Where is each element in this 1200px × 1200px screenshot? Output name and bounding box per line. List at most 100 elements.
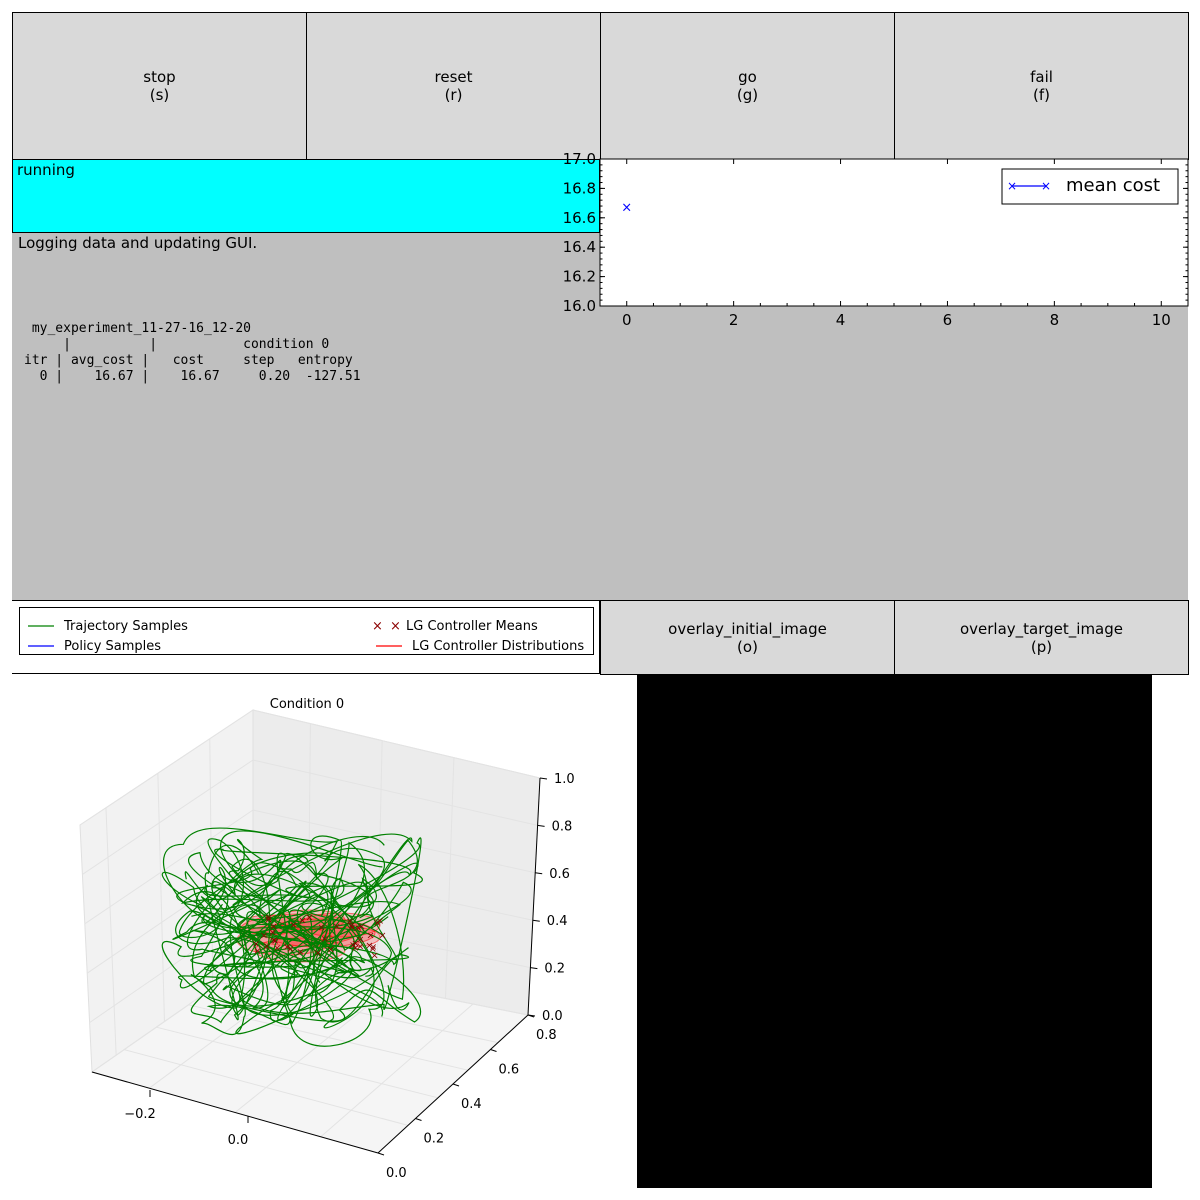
- controller-mean: ×: [263, 942, 271, 953]
- trajectory-sample: [190, 833, 413, 1035]
- trajectory-sample: [192, 852, 410, 1023]
- plot-legend: Trajectory Samples Policy Samples × × LG …: [19, 607, 594, 655]
- legend-trajectory: Trajectory Samples: [28, 618, 188, 634]
- x-tick-label: 0.0: [228, 1133, 249, 1148]
- x-tick-label: 6: [943, 311, 953, 329]
- grid-line: [89, 909, 254, 1024]
- z-tick: [530, 967, 538, 970]
- controller-mean: ×: [351, 943, 359, 954]
- grid-line: [252, 709, 541, 779]
- controller-mean: ×: [370, 950, 378, 961]
- controller-mean: ×: [369, 944, 377, 955]
- trajectory-3d-plot: Condition 0 −0.2 0.0 0.0 0.2 0.4 0.6 0.8 0.0 0.2…: [79, 697, 575, 1181]
- controller-mean: ×: [346, 916, 354, 927]
- grid-line: [252, 859, 533, 921]
- legend-policy: Policy Samples: [28, 638, 162, 654]
- log-table: my_experiment_11-27-16_12-20 | | conditi…: [24, 321, 361, 384]
- svg-text:×: ×: [1007, 179, 1017, 193]
- y-tick: [377, 1152, 385, 1156]
- z-tick: [527, 1014, 536, 1017]
- trajectory-sample: [161, 837, 422, 1016]
- y-tick-label: 16.4: [563, 238, 596, 256]
- controller-mean: ×: [253, 946, 261, 957]
- controller-mean: ×: [264, 913, 272, 924]
- log-message: Logging data and updating GUI.: [18, 234, 258, 252]
- y-tick-label: 0.8: [536, 1028, 557, 1043]
- y-tick: [490, 1049, 497, 1052]
- controller-mean: ×: [357, 922, 365, 933]
- controller-mean: ×: [369, 942, 377, 953]
- y-tick-label: 16.8: [563, 179, 596, 197]
- status-indicator: running: [12, 159, 600, 233]
- background-panel: [600, 306, 1188, 601]
- grid-line: [252, 759, 538, 826]
- controller-mean: ×: [373, 918, 381, 929]
- controller-mean: ×: [269, 927, 277, 938]
- controller-mean: ×: [298, 915, 306, 926]
- legend-label: mean cost: [1066, 175, 1160, 196]
- fail-button[interactable]: fail (f): [894, 12, 1189, 160]
- grid-line: [252, 809, 536, 874]
- x-tick-label: 4: [836, 311, 846, 329]
- x-tick-label: 0: [622, 311, 632, 329]
- controller-mean: ×: [305, 913, 313, 924]
- controller-mean: ×: [351, 938, 359, 949]
- controller-mean: ×: [347, 921, 355, 932]
- controller-mean: ×: [271, 936, 279, 947]
- overlay-target-image-button[interactable]: overlay_target_image (p): [894, 600, 1189, 675]
- z-tick-label: 0.0: [542, 1009, 563, 1024]
- z-tick: [532, 919, 540, 922]
- grid-line: [91, 959, 254, 1073]
- grid-line: [320, 1003, 474, 1138]
- z-tick-label: 0.6: [549, 867, 570, 882]
- chart-legend: × × mean cost: [1001, 168, 1179, 205]
- controller-mean: ×: [270, 935, 278, 946]
- x-tick-label: 10: [1152, 311, 1171, 329]
- stop-button[interactable]: stop (s): [12, 12, 307, 160]
- y-tick: [415, 1118, 422, 1121]
- controller-mean: ×: [366, 931, 374, 942]
- image-view: [637, 675, 1152, 1188]
- z-tick-label: 0.4: [547, 914, 568, 929]
- plot-legend-panel: Trajectory Samples Policy Samples × × LG …: [12, 600, 600, 674]
- controller-mean: ×: [365, 941, 373, 952]
- trajectory-sample: [176, 844, 375, 1029]
- legend-means: × × LG Controller Means: [372, 618, 538, 634]
- grid-line: [82, 759, 254, 875]
- controller-mean: ×: [269, 922, 277, 933]
- controller-mean: ×: [327, 945, 335, 956]
- controller-mean: ×: [317, 923, 325, 934]
- y-tick: [452, 1083, 460, 1087]
- go-button[interactable]: go (g): [600, 12, 895, 160]
- svg-text:×: ×: [372, 620, 383, 632]
- controller-mean: ×: [289, 920, 297, 931]
- svg-text:×: ×: [390, 620, 401, 632]
- x-tick-label: 8: [1050, 311, 1060, 329]
- controller-mean: ×: [273, 943, 281, 954]
- svg-text:×: ×: [1041, 179, 1051, 193]
- reset-button[interactable]: reset (r): [306, 12, 601, 160]
- controller-mean: ×: [333, 922, 341, 933]
- grid-line: [157, 773, 165, 1022]
- x-tick-label: 2: [729, 311, 739, 329]
- trajectory-sample: [163, 827, 386, 1017]
- controller-mean: ×: [296, 947, 304, 958]
- controller-mean: ×: [356, 934, 364, 945]
- y-tick-label: 16.6: [563, 209, 596, 227]
- data-point: ×: [621, 201, 632, 216]
- trajectory-sample: [208, 835, 422, 1023]
- y-tick-label: 16.0: [563, 297, 596, 315]
- z-tick-label: 0.2: [544, 962, 565, 977]
- controller-mean: ×: [265, 915, 273, 926]
- controller-mean: ×: [314, 948, 322, 959]
- trajectory-sample: [178, 851, 385, 1047]
- z-tick-label: 1.0: [554, 772, 575, 787]
- z-tick-label: 0.8: [552, 819, 573, 834]
- y-tick-label: 16.2: [563, 268, 596, 286]
- overlay-initial-image-button[interactable]: overlay_initial_image (o): [600, 600, 895, 675]
- grid-line: [445, 757, 455, 999]
- x-tick-label: −0.2: [124, 1107, 156, 1122]
- controller-mean: ×: [260, 931, 268, 942]
- controller-mean: ×: [252, 939, 260, 950]
- controller-mean: ×: [376, 916, 384, 927]
